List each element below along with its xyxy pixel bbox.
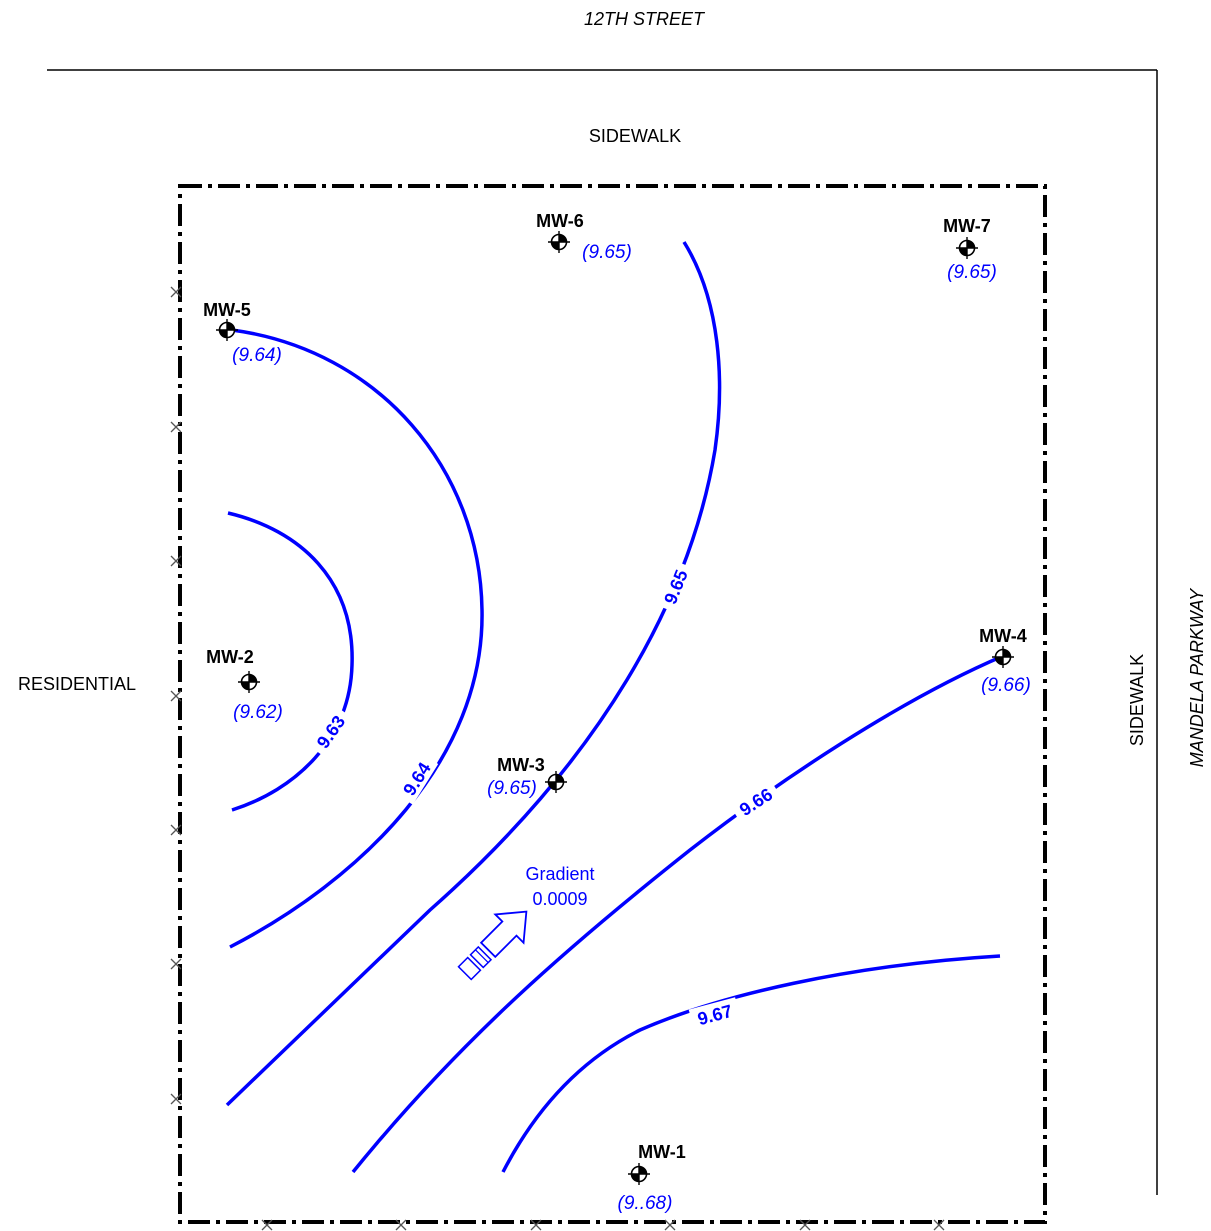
well-mw-4[interactable]: MW-4 (9.66): [979, 626, 1031, 696]
well-value: (9..68): [618, 1193, 673, 1214]
gradient-title: Gradient: [525, 864, 594, 884]
well-marker-icon: [991, 645, 1015, 669]
well-mw-5[interactable]: MW-5 (9.64): [203, 300, 282, 366]
well-mw-2[interactable]: MW-2 (9.62): [206, 647, 283, 723]
residential-label: RESIDENTIAL: [18, 674, 136, 694]
well-value: (9.65): [487, 778, 537, 799]
well-id: MW-2: [206, 647, 254, 667]
well-marker-icon: [627, 1162, 651, 1186]
contour-line-9.66: [351, 654, 1004, 1174]
well-id: MW-7: [943, 216, 991, 236]
property-boundary: [178, 184, 1047, 1224]
well-id: MW-4: [979, 626, 1027, 646]
well-marker-icon: [237, 670, 261, 694]
well-value: (9.66): [981, 675, 1031, 696]
svg-text:9.67: 9.67: [695, 1001, 734, 1029]
street-label-east: MANDELA PARKWAY: [1187, 587, 1207, 767]
flow-direction-arrow-icon: [457, 910, 528, 981]
street-label-north: 12TH STREET: [584, 9, 706, 29]
fence-line-west: [170, 286, 182, 1105]
well-value: (9.65): [582, 242, 632, 263]
contour-line-9.67: [501, 954, 1001, 1173]
well-id: MW-1: [638, 1142, 686, 1162]
well-id: MW-6: [536, 211, 584, 231]
well-marker-icon: [547, 230, 571, 254]
well-value: (9.65): [947, 262, 997, 283]
svg-text:9.65: 9.65: [660, 567, 692, 607]
well-mw-6[interactable]: MW-6 (9.65): [536, 211, 632, 263]
contour-line-9.65: [225, 241, 722, 1107]
well-id: MW-3: [497, 755, 545, 775]
well-marker-icon: [955, 236, 979, 260]
well-mw-7[interactable]: MW-7 (9.65): [943, 216, 997, 283]
sidewalk-label-east: SIDEWALK: [1127, 654, 1147, 746]
fence-line-south: [261, 1219, 945, 1231]
well-mw-3[interactable]: MW-3 (9.65): [487, 755, 568, 799]
contour-label-9.65: 9.65: [655, 560, 695, 613]
contour-label-9.64: 9.64: [394, 752, 439, 805]
contour-label-9.66: 9.66: [729, 778, 782, 824]
well-marker-icon: [215, 318, 239, 342]
well-value: (9.64): [232, 345, 282, 366]
contour-line-9.63: [227, 511, 354, 812]
well-mw-1[interactable]: MW-1 (9..68): [618, 1142, 686, 1214]
contour-line-9.64: [229, 328, 484, 949]
gradient-value: 0.0009: [532, 889, 587, 909]
sidewalk-label-north: SIDEWALK: [589, 126, 681, 146]
well-value: (9.62): [233, 702, 283, 723]
contour-label-9.63: 9.63: [307, 705, 353, 758]
well-id: MW-5: [203, 300, 251, 320]
